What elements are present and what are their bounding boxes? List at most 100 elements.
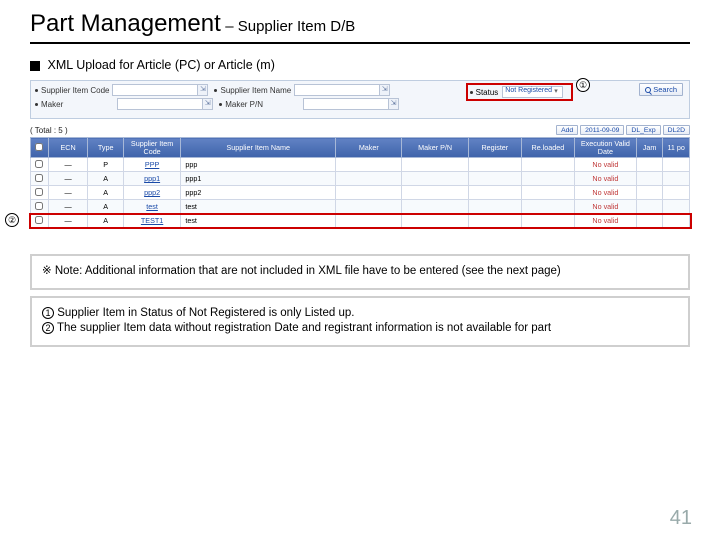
table-row[interactable]: —Appp2ppp2No valid (31, 186, 690, 200)
square-bullet-icon (30, 61, 40, 71)
bullet-icon (470, 91, 473, 94)
bullet-icon (219, 103, 222, 106)
cell-maker (336, 172, 402, 186)
cell-ecn: — (48, 200, 88, 214)
cell-sic[interactable]: ppp1 (123, 172, 180, 186)
cell-rld (521, 186, 574, 200)
cell-evd: No valid (574, 158, 636, 172)
callout-two: ② (5, 213, 19, 227)
label-maker-pn: Maker P/N (225, 100, 263, 109)
cell-jam (636, 186, 663, 200)
row-checkbox[interactable] (35, 188, 43, 196)
table-row[interactable]: —ATEST1test No valid (31, 214, 690, 228)
expand-icon[interactable]: ⇲ (389, 98, 399, 110)
callout-one: ① (576, 78, 590, 92)
cell-type: A (88, 200, 123, 214)
bullet-icon (35, 103, 38, 106)
cell-jam (636, 172, 663, 186)
data-grid: ECN Type Supplier Item Code Supplier Ite… (30, 137, 690, 228)
cell-reg (468, 200, 521, 214)
cell-type: A (88, 186, 123, 200)
cell-rld (521, 200, 574, 214)
col-evd[interactable]: Execution Valid Date (574, 138, 636, 158)
row-checkbox[interactable] (35, 174, 43, 182)
cell-ecn: — (48, 214, 88, 228)
title-rule (30, 42, 690, 44)
cell-maker (336, 158, 402, 172)
col-11po[interactable]: 11 po (663, 138, 690, 158)
input-supplier-item-code[interactable] (112, 84, 198, 96)
cell-rld (521, 214, 574, 228)
cell-maker (336, 214, 402, 228)
cell-sin: ppp2 (181, 186, 336, 200)
cell-sin: ppp (181, 158, 336, 172)
filter-maker-pn: Maker P/N ⇲ (219, 98, 399, 110)
cell-sic[interactable]: test (123, 200, 180, 214)
cell-ecn: — (48, 186, 88, 200)
cell-mpn (402, 200, 468, 214)
cell-sic[interactable]: PPP (123, 158, 180, 172)
row-checkbox[interactable] (35, 202, 43, 210)
bullet-icon (214, 89, 217, 92)
grid-header: ECN Type Supplier Item Code Supplier Ite… (31, 138, 690, 158)
col-sin[interactable]: Supplier Item Name (181, 138, 336, 158)
label-supplier-item-name: Supplier Item Name (220, 86, 291, 95)
cell-sin: test (181, 200, 336, 214)
row-checkbox[interactable] (35, 216, 43, 224)
col-maker[interactable]: Maker (336, 138, 402, 158)
cell-sic[interactable]: TEST1 (123, 214, 180, 228)
note2a-text: Supplier Item in Status of Not Registere… (54, 307, 354, 319)
col-rld[interactable]: Re.loaded (521, 138, 574, 158)
cell-11po (663, 214, 690, 228)
page-number: 41 (670, 507, 692, 530)
status-filter-highlight: Status Not Registered ▾ (466, 83, 573, 101)
screenshot-region: ① Supplier Item Code ⇲ Supplier Item Nam… (30, 80, 690, 228)
col-jam[interactable]: Jam (636, 138, 663, 158)
label-status: Status (476, 88, 499, 97)
label-maker: Maker (41, 100, 63, 109)
download-exp-button[interactable]: DL_Exp (626, 125, 660, 135)
cell-type: A (88, 214, 123, 228)
input-maker-pn[interactable] (303, 98, 389, 110)
expand-icon[interactable]: ⇲ (198, 84, 208, 96)
table-row[interactable]: —PPPPpppNo valid (31, 158, 690, 172)
cell-sin: ppp1 (181, 172, 336, 186)
expand-icon[interactable]: ⇲ (203, 98, 213, 110)
row-checkbox[interactable] (35, 160, 43, 168)
col-reg[interactable]: Register (468, 138, 521, 158)
col-type[interactable]: Type (88, 138, 123, 158)
filter-supplier-item-name: Supplier Item Name ⇲ (214, 84, 390, 96)
status-select[interactable]: Not Registered ▾ (502, 86, 563, 98)
input-supplier-item-name[interactable] (294, 84, 380, 96)
cell-sic[interactable]: ppp2 (123, 186, 180, 200)
filter-supplier-item-code: Supplier Item Code ⇲ (35, 84, 208, 96)
note-box-1: ※ Note: Additional information that are … (30, 254, 690, 290)
input-maker[interactable] (117, 98, 203, 110)
total-count: ( Total : 5 ) (30, 126, 68, 135)
search-icon (645, 87, 651, 93)
col-mpn[interactable]: Maker P/N (402, 138, 468, 158)
cell-mpn (402, 172, 468, 186)
table-row[interactable]: —AtesttestNo valid (31, 200, 690, 214)
expand-icon[interactable]: ⇲ (380, 84, 390, 96)
circled-1-icon: 1 (42, 307, 54, 319)
date-button[interactable]: 2011-09-09 (580, 125, 624, 135)
cell-ecn: — (48, 172, 88, 186)
select-all-checkbox[interactable] (35, 143, 43, 151)
search-button[interactable]: Search (639, 83, 683, 96)
table-row[interactable]: —Appp1ppp1No valid (31, 172, 690, 186)
col-sic[interactable]: Supplier Item Code (123, 138, 180, 158)
cell-sin: test (181, 214, 336, 228)
col-ecn[interactable]: ECN (48, 138, 88, 158)
cell-evd: No valid (574, 214, 636, 228)
notes-section: ※ Note: Additional information that are … (30, 254, 690, 347)
cell-mpn (402, 158, 468, 172)
note1-text: ※ Note: Additional information that are … (42, 265, 561, 277)
cell-maker (336, 200, 402, 214)
add-button[interactable]: Add (556, 125, 578, 135)
col-check (31, 138, 49, 158)
subheading-text: XML Upload for Article (PC) or Article (… (47, 58, 274, 72)
download-2d-button[interactable]: DL2D (663, 125, 690, 135)
cell-11po (663, 158, 690, 172)
cell-evd: No valid (574, 172, 636, 186)
